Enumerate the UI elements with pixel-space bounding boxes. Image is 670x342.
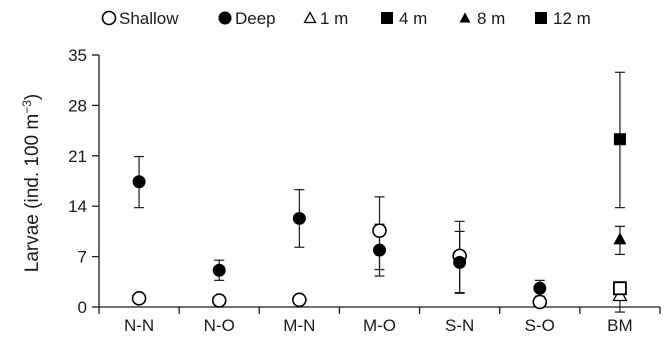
x-tick-label-s-n: S-N — [445, 316, 474, 335]
legend-marker-4m — [381, 12, 393, 24]
legend-item-8m: 8 m — [459, 9, 505, 28]
y-tick-label: 14 — [68, 197, 87, 216]
legend-label-deep: Deep — [235, 9, 276, 28]
x-tick-label-n-n: N-N — [124, 316, 154, 335]
x-tick-label-n-o: N-O — [204, 316, 235, 335]
y-ticks: 0 7 14 21 28 35 — [68, 46, 99, 317]
marker-deep-m-o — [373, 243, 386, 257]
x-tick-label-m-n: M-N — [283, 316, 315, 335]
legend-item-deep: Deep — [218, 9, 276, 28]
marker-8-m-bm — [613, 232, 627, 245]
marker-deep-s-o — [533, 281, 547, 295]
x-tick-label-s-o: S-O — [525, 316, 555, 335]
legend-label-1m: 1 m — [320, 9, 348, 28]
legend-marker-1m — [303, 11, 317, 24]
marker-shallow-n-o — [211, 293, 227, 308]
data-markers — [131, 133, 628, 310]
legend-marker-8m — [459, 12, 471, 23]
legend-label-8m: 8 m — [477, 9, 505, 28]
legend-marker-12m — [535, 12, 547, 24]
y-tick-label: 0 — [78, 298, 87, 317]
legend-label-shallow: Shallow — [119, 9, 179, 28]
legend-marker-shallow — [101, 10, 117, 26]
marker-shallow-m-n — [292, 292, 307, 308]
legend: Shallow Deep 1 m 4 m 8 m 12 m — [101, 9, 591, 28]
y-axis-label-superscript: −3 — [20, 100, 34, 114]
marker-shallow-m-o — [372, 223, 387, 238]
marker-deep-s-n — [453, 255, 467, 269]
marker-deep-n-n — [132, 175, 146, 189]
marker-deep-n-o — [212, 263, 226, 277]
x-tick-label-m-o: M-O — [363, 316, 396, 335]
marker-deep-m-n — [292, 211, 306, 225]
legend-item-shallow: Shallow — [101, 9, 179, 28]
legend-marker-deep — [218, 11, 232, 25]
y-axis-label-close: ) — [22, 94, 43, 100]
legend-item-4m: 4 m — [381, 9, 427, 28]
y-tick-label: 21 — [68, 147, 87, 166]
legend-item-12m: 12 m — [535, 9, 591, 28]
marker-shallow-s-o — [532, 294, 548, 310]
axes — [98, 55, 660, 308]
marker-4-m-bm — [613, 133, 626, 146]
marker-shallow-n-n — [131, 291, 147, 306]
legend-label-12m: 12 m — [553, 9, 591, 28]
y-tick-label: 35 — [68, 46, 87, 65]
marker-12-m-bm — [613, 281, 627, 296]
error-bars — [134, 71, 625, 313]
x-ticks: N-N N-O M-N M-O S-N S-O BM — [98, 307, 661, 335]
x-tick-label-bm: BM — [607, 316, 633, 335]
y-tick-label: 7 — [78, 248, 87, 267]
y-axis-label-main: Larvae (ind. 100 m — [22, 114, 43, 272]
legend-item-1m: 1 m — [303, 9, 348, 28]
legend-label-4m: 4 m — [399, 9, 427, 28]
y-tick-label: 28 — [68, 96, 87, 115]
y-axis-label: Larvae (ind. 100 m−3) — [20, 94, 43, 272]
